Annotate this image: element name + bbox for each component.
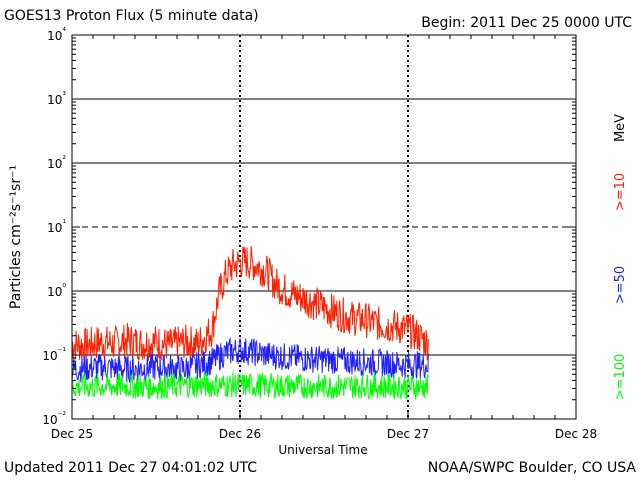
y-tick-label-1e4: 10⁴ <box>47 27 66 43</box>
y-tick-label-1e-1: 10⁻¹ <box>42 347 66 363</box>
right-label-ge100: >=100 <box>613 354 628 401</box>
y-tick-label-1e1: 10¹ <box>47 219 66 235</box>
series-line-ge10 <box>71 246 429 362</box>
y-tick-label-1e3: 10³ <box>47 91 66 107</box>
source-credit: NOAA/SWPC Boulder, CO USA <box>427 460 636 476</box>
x-tick-label: Dec 28 <box>555 427 597 441</box>
begin-time-label: Begin: 2011 Dec 25 0000 UTC <box>421 15 632 31</box>
y-tick-label-1e-2: 10⁻² <box>42 411 66 427</box>
updated-timestamp: Updated 2011 Dec 27 04:01:02 UTC <box>4 460 258 476</box>
y-tick-label-1e2: 10² <box>47 155 66 171</box>
right-label-mev: MeV <box>613 114 628 142</box>
x-tick-label: Dec 27 <box>387 427 429 441</box>
series-line-ge50 <box>71 336 429 383</box>
x-tick-label: Dec 26 <box>219 427 261 441</box>
series-line-ge100 <box>71 371 429 401</box>
right-label-ge50: >=50 <box>613 266 628 304</box>
chart-title: GOES13 Proton Flux (5 minute data) <box>4 8 259 24</box>
x-tick-label: Dec 25 <box>51 427 93 441</box>
right-label-ge10: >=10 <box>613 173 628 211</box>
y-axis-title: Particles cm⁻²s⁻¹sr⁻¹ <box>8 165 24 309</box>
y-tick-label-1e0: 10⁰ <box>47 283 66 299</box>
plot-frame <box>71 34 577 420</box>
x-axis-title: Universal Time <box>278 443 367 457</box>
